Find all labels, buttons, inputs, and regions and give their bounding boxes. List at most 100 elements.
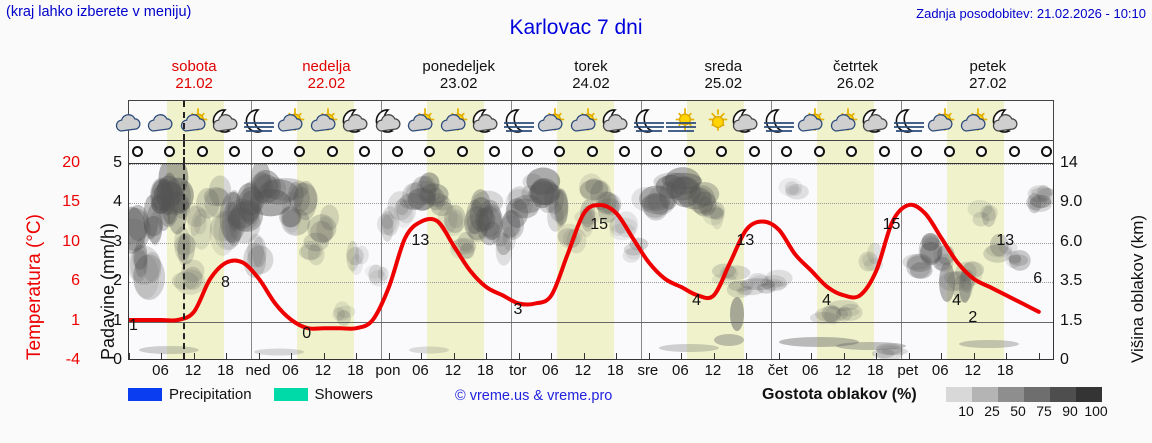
last-update-timestamp: Zadnja posodobitev: 21.02.2026 - 10:10	[916, 6, 1146, 21]
showers-legend-label: Showers	[314, 386, 373, 404]
time-tick-label-18: 18	[736, 362, 754, 379]
day-separator	[250, 141, 252, 163]
weather-icon-sun	[697, 104, 731, 138]
weather-icon-sun-cloud	[924, 104, 958, 138]
day-date: 21.02	[175, 75, 213, 92]
temperature-tick--4: -4	[65, 351, 80, 368]
time-tick-label-12: 12	[314, 362, 332, 379]
time-tick-mark	[161, 353, 163, 359]
temperature-tick-6: 6	[71, 272, 80, 290]
time-tick-mark	[291, 353, 293, 359]
precipitation-tick-2: 2	[113, 272, 122, 290]
current-time-marker	[183, 164, 186, 359]
day-name: sreda	[704, 58, 743, 75]
weather-icon-sun-fog	[664, 104, 698, 138]
daylight-band	[426, 141, 484, 163]
time-tick-mark	[973, 353, 975, 359]
cloud-height-tick-9.0: 9.0	[1060, 193, 1083, 211]
meteogram-plot[interactable]	[128, 163, 1054, 360]
weather-icon-sun-cloud	[177, 104, 211, 138]
cloud-height-axis-title: Višina oblakov (km)	[1128, 163, 1150, 363]
weather-icon-sun-cloud	[567, 104, 601, 138]
current-time-marker	[183, 141, 186, 163]
day-separator	[640, 164, 642, 359]
temperature-label-min-4: 4	[952, 292, 961, 310]
time-tick-label-18: 18	[866, 362, 884, 379]
cloud-height-tick-1.5: 1.5	[1060, 311, 1083, 329]
day-header-sobota: sobota 21.02	[128, 58, 260, 92]
time-tick-label-06: 06	[152, 362, 169, 379]
time-tick-label-12: 12	[184, 362, 202, 379]
day-name: četrtek	[833, 58, 879, 75]
weather-icon-moon-cloud	[729, 104, 763, 138]
time-tick-mark	[226, 353, 228, 359]
precipitation-type-marker-strip	[128, 141, 1054, 163]
temperature-label-max-13: 13	[736, 232, 755, 250]
weather-icon-sun-cloud	[404, 104, 438, 138]
precip-type-marker	[976, 146, 988, 157]
temperature-curve	[129, 202, 1041, 331]
day-date: 23.02	[439, 75, 478, 92]
precipitation-tick-1: 1	[113, 311, 122, 329]
time-tick-mark	[453, 353, 455, 359]
weather-icon-moon-fog	[762, 104, 796, 138]
precip-type-marker	[651, 146, 663, 157]
precip-type-marker	[294, 146, 306, 157]
density-tick-25: 25	[984, 403, 1000, 419]
precipitation-legend: Precipitation Showers	[128, 386, 1054, 410]
weather-icon-sun-cloud	[827, 104, 861, 138]
day-header-petek: petek 27.02	[922, 58, 1054, 92]
daylight-band	[166, 141, 224, 163]
precip-type-marker	[683, 146, 695, 157]
temperature-tick-1: 1	[71, 311, 80, 329]
time-tick-mark	[843, 353, 845, 359]
density-swatch-90	[1050, 387, 1076, 402]
time-tick-label-12: 12	[834, 362, 852, 379]
time-tick-label-18: 18	[217, 362, 234, 379]
time-tick-label-12: 12	[574, 362, 592, 379]
weather-icon-moon-cloud	[339, 104, 373, 138]
time-tick-mark	[713, 353, 715, 359]
precip-type-marker	[391, 146, 403, 157]
weather-icon-moon-cloud	[372, 104, 406, 138]
time-tick-label-18: 18	[996, 362, 1014, 379]
time-tick-label-06: 06	[672, 362, 689, 379]
density-tick-100: 100	[1084, 403, 1108, 419]
cloud-density-legend-title: Gostota oblakov (%)	[762, 386, 917, 403]
density-swatch-100	[1076, 387, 1102, 402]
weather-icon-sun-cloud	[534, 104, 568, 138]
showers-color-swatch	[273, 388, 308, 402]
time-tick-mark	[258, 353, 260, 359]
time-tick-mark	[681, 353, 683, 359]
copyright-link[interactable]: © vreme.us & vreme.pro	[455, 388, 613, 404]
precip-type-marker	[164, 146, 176, 157]
temperature-label-min-0: 0	[302, 325, 312, 343]
weather-icon-moon-fog	[892, 104, 926, 138]
time-tick-label-06: 06	[542, 362, 559, 379]
temperature-label-min-3: 3	[513, 300, 523, 318]
weather-icon-sun-cloud	[957, 104, 991, 138]
day-separator	[510, 141, 512, 163]
location-menu-note: (kraj lahko izberete v meniju)	[6, 4, 192, 20]
precip-type-marker	[554, 146, 565, 157]
time-tick-label-čet: čet	[767, 362, 788, 379]
day-header-ponedeljek: ponedeljek 23.02	[393, 58, 525, 92]
cloud-height-axis-title-text: Višina oblakov (km)	[1128, 214, 1147, 363]
day-name: torek	[574, 58, 608, 75]
day-header-torek: torek 24.02	[525, 58, 657, 92]
precipitation-tick-5: 5	[113, 154, 122, 171]
day-date: 24.02	[572, 75, 610, 92]
time-tick-mark	[551, 353, 553, 359]
daylight-band	[946, 141, 1004, 163]
precip-type-marker	[781, 146, 793, 157]
time-tick-mark	[1038, 353, 1040, 359]
weather-icon-moon-cloud	[599, 104, 633, 138]
cloud-density-color-scale	[946, 387, 1102, 402]
temperature-label-max-13: 13	[996, 232, 1015, 250]
weather-icon-moon-fog	[632, 104, 666, 138]
precip-type-marker	[131, 146, 143, 157]
precipitation-tick-0: 0	[113, 351, 122, 368]
cloud-height-tick-3.5: 3.5	[1060, 272, 1083, 290]
density-tick-90: 90	[1062, 403, 1078, 419]
temperature-label-max-15: 15	[882, 216, 901, 234]
